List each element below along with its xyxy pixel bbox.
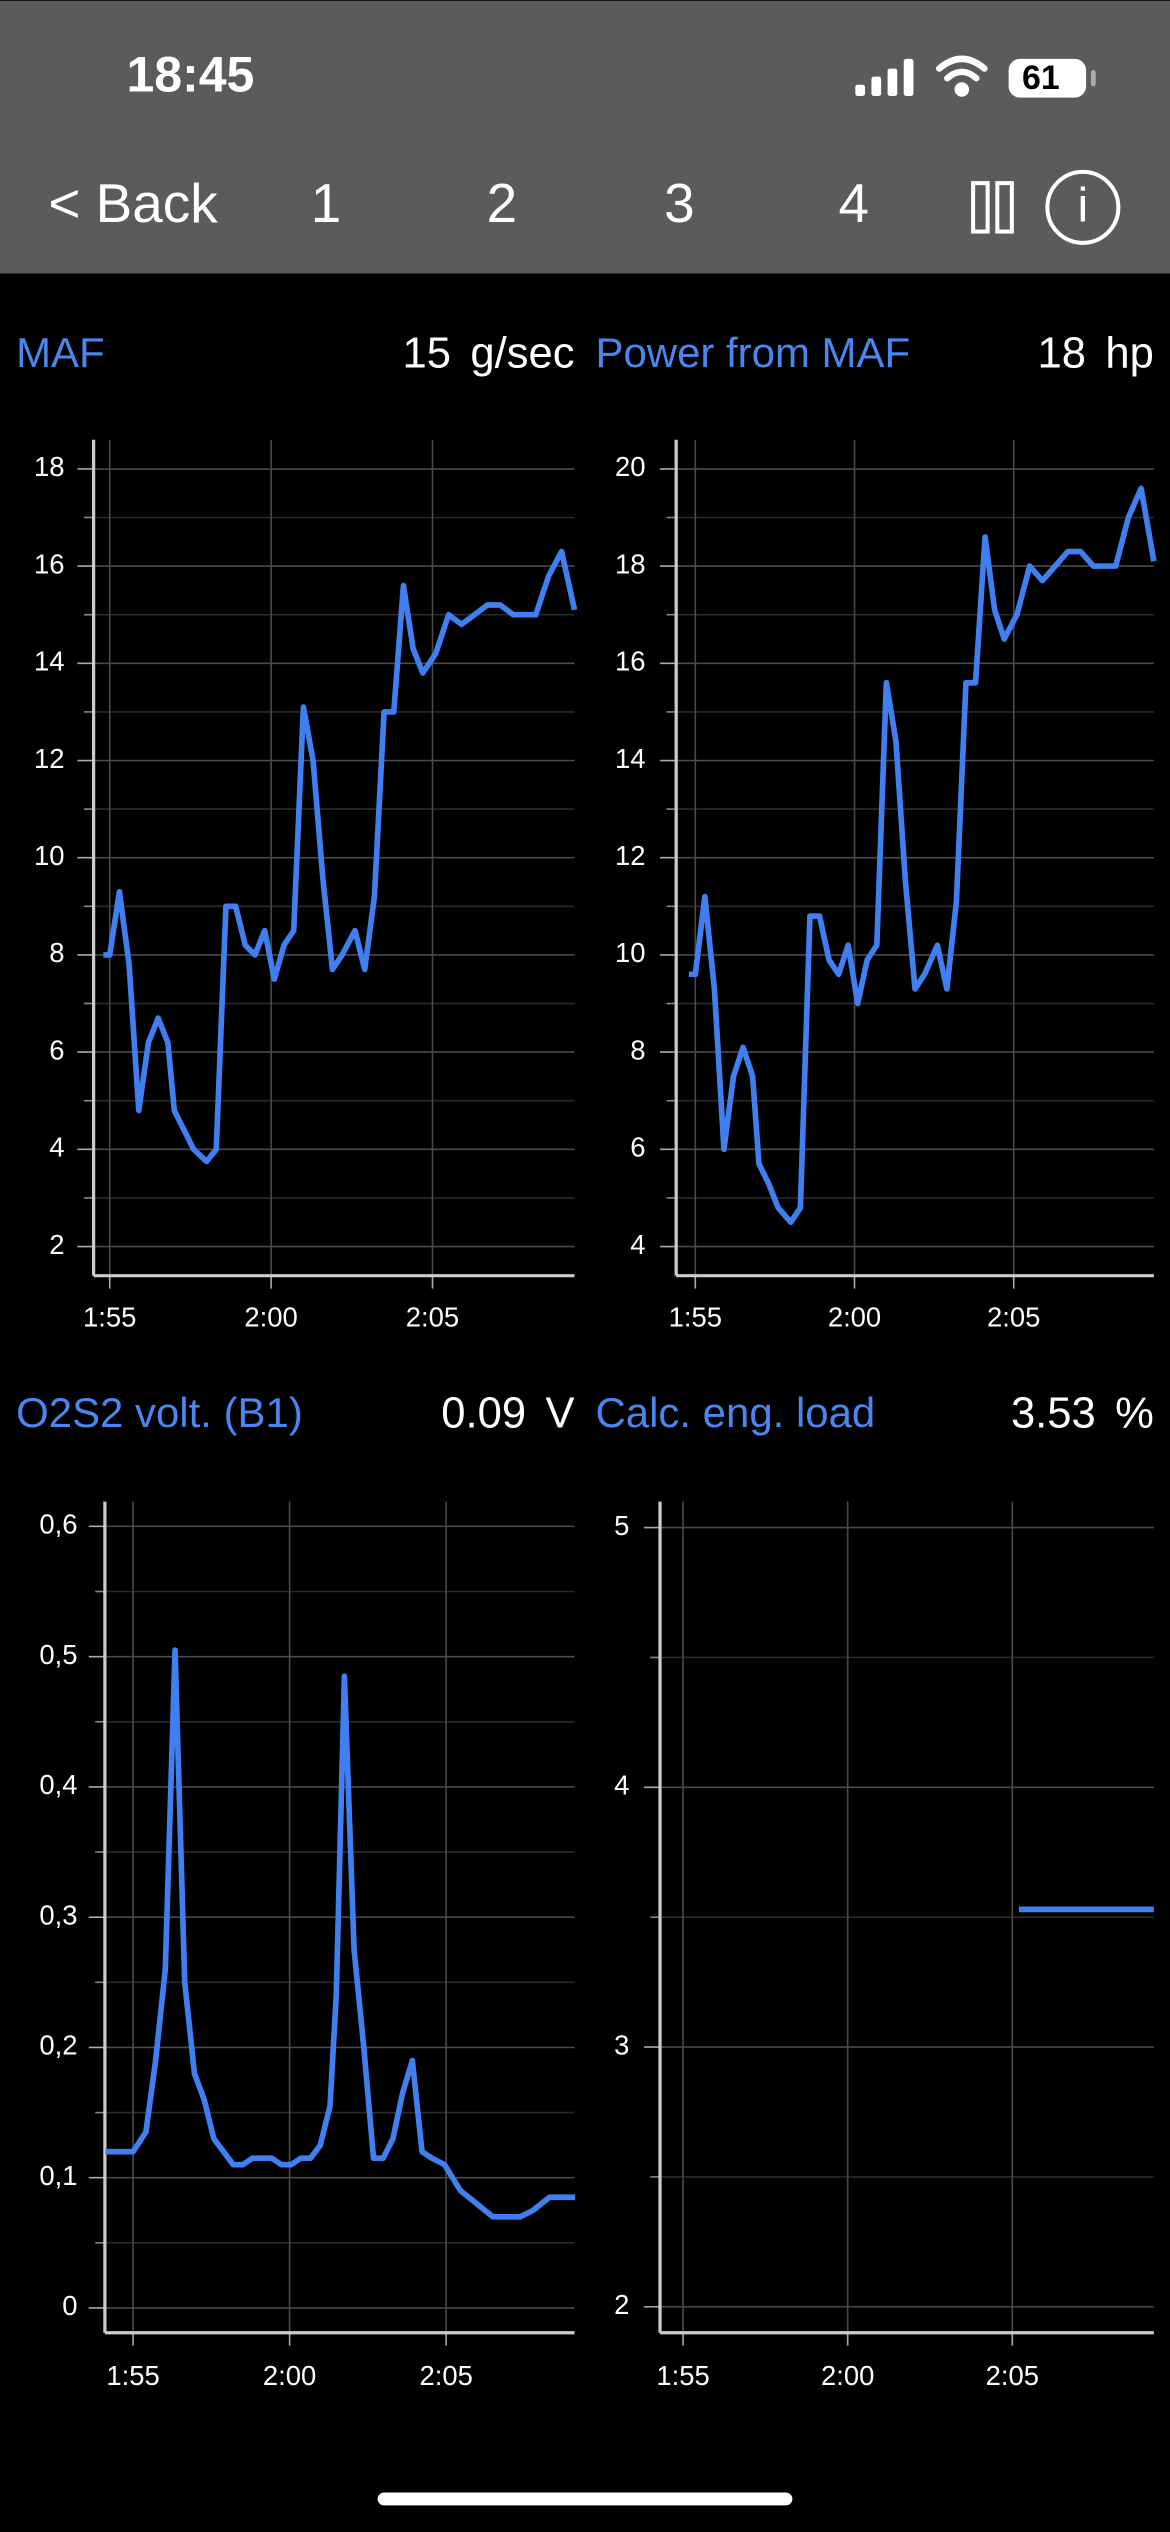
home-indicator bbox=[377, 2492, 793, 2506]
battery-tip bbox=[1090, 70, 1096, 87]
chart-title: Power from MAF bbox=[595, 329, 910, 376]
chart-title: MAF bbox=[16, 329, 105, 376]
x-tick-label: 2:05 bbox=[987, 1302, 1040, 1333]
x-tick-label: 1:55 bbox=[669, 1302, 722, 1333]
y-tick-label: 0,2 bbox=[39, 2030, 77, 2061]
page-tab[interactable]: 2 bbox=[487, 172, 518, 234]
pause-button[interactable] bbox=[971, 181, 1014, 234]
chart-title: O2S2 volt. (B1) bbox=[16, 1389, 303, 1436]
y-tick-label: 0,3 bbox=[39, 1899, 77, 1930]
y-tick-label: 6 bbox=[49, 1034, 64, 1065]
y-tick-label: 16 bbox=[34, 548, 65, 579]
y-tick-label: 0 bbox=[62, 2290, 77, 2321]
y-tick-label: 12 bbox=[615, 840, 646, 871]
y-tick-label: 6 bbox=[630, 1132, 645, 1163]
reading: 0.09 bbox=[441, 1390, 526, 1438]
y-tick-label: 2 bbox=[49, 1229, 64, 1260]
data-line bbox=[105, 1647, 576, 2220]
y-tick-label: 18 bbox=[615, 548, 646, 579]
battery-level: 61 bbox=[1022, 59, 1060, 97]
x-tick-label: 1:55 bbox=[656, 2360, 709, 2391]
back-button[interactable]: < Back bbox=[48, 172, 218, 234]
y-tick-label: 14 bbox=[615, 743, 646, 774]
y-tick-label: 10 bbox=[34, 840, 65, 871]
info-glyph: i bbox=[1077, 179, 1088, 233]
unit: g/sec bbox=[470, 329, 574, 377]
unit: V bbox=[545, 1390, 574, 1438]
y-tick-label: 8 bbox=[49, 937, 64, 968]
y-tick-label: 14 bbox=[34, 646, 65, 677]
unit: % bbox=[1115, 1390, 1154, 1438]
x-tick-label: 2:00 bbox=[244, 1302, 297, 1333]
reading: 18 bbox=[1038, 329, 1086, 377]
y-tick-label: 2 bbox=[614, 2289, 629, 2320]
y-tick-label: 18 bbox=[34, 451, 65, 482]
unit: hp bbox=[1105, 329, 1153, 377]
y-tick-label: 20 bbox=[615, 451, 646, 482]
x-tick-label: 1:55 bbox=[83, 1302, 136, 1333]
x-tick-label: 2:00 bbox=[263, 2360, 316, 2391]
chart-title: Calc. eng. load bbox=[595, 1389, 875, 1436]
signal-icon bbox=[855, 58, 914, 96]
x-tick-label: 1:55 bbox=[106, 2360, 159, 2391]
y-tick-label: 5 bbox=[614, 1510, 629, 1541]
y-tick-label: 4 bbox=[49, 1132, 64, 1163]
x-tick-label: 2:00 bbox=[828, 1302, 881, 1333]
page-tab[interactable]: 4 bbox=[838, 172, 869, 234]
y-tick-label: 16 bbox=[615, 646, 646, 677]
x-tick-label: 2:05 bbox=[986, 2360, 1039, 2391]
reading: 3.53 bbox=[1011, 1390, 1096, 1438]
y-tick-label: 10 bbox=[615, 937, 646, 968]
y-tick-label: 0,6 bbox=[39, 1509, 77, 1540]
info-button[interactable] bbox=[1045, 169, 1121, 245]
x-tick-label: 2:05 bbox=[419, 2360, 472, 2391]
y-tick-label: 3 bbox=[614, 2029, 629, 2060]
y-tick-label: 0,1 bbox=[39, 2160, 77, 2191]
y-tick-label: 4 bbox=[630, 1229, 645, 1260]
battery-icon bbox=[1008, 58, 1087, 98]
page-tab[interactable]: 3 bbox=[664, 172, 695, 234]
data-line bbox=[103, 548, 578, 1165]
clock: 18:45 bbox=[126, 46, 254, 102]
x-tick-label: 2:00 bbox=[821, 2360, 874, 2391]
y-tick-label: 0,5 bbox=[39, 1639, 77, 1670]
y-tick-label: 4 bbox=[614, 1770, 629, 1801]
x-tick-label: 2:05 bbox=[406, 1302, 459, 1333]
wifi-icon bbox=[935, 55, 988, 97]
data-line bbox=[688, 485, 1157, 1226]
y-tick-label: 8 bbox=[630, 1034, 645, 1065]
page-tab[interactable]: 1 bbox=[311, 172, 342, 234]
y-tick-label: 12 bbox=[34, 743, 65, 774]
y-tick-label: 0,4 bbox=[39, 1769, 77, 1800]
reading: 15 bbox=[403, 329, 451, 377]
